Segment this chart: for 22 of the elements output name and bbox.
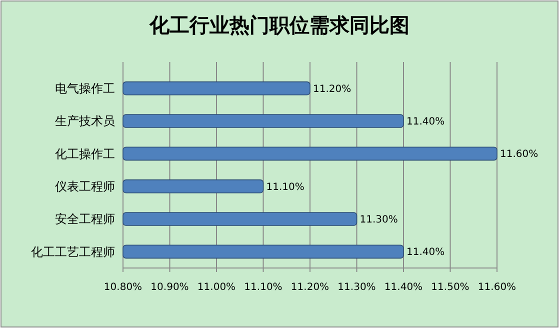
y-tick-label: 电气操作工 — [55, 82, 115, 96]
y-tick-label: 化工工艺工程师 — [31, 244, 115, 259]
data-label: 11.30% — [360, 214, 398, 226]
x-tick-label: 11.30% — [338, 282, 376, 293]
x-tick-label: 11.00% — [197, 282, 236, 293]
y-tick-label: 仪表工程师 — [55, 180, 115, 194]
y-tick-label: 化工操作工 — [55, 146, 115, 161]
x-tick-label: 11.50% — [431, 282, 470, 293]
x-tick-label: 10.80% — [104, 282, 142, 293]
y-tick-label: 安全工程师 — [55, 212, 115, 226]
y-tick-label: 生产技术员 — [55, 114, 115, 128]
chart-title: 化工行业热门职位需求同比图 — [148, 13, 410, 37]
x-tick-label: 11.60% — [478, 282, 516, 293]
data-label: 11.60% — [500, 149, 538, 160]
x-tick-label: 11.10% — [244, 282, 282, 293]
x-tick-label: 11.40% — [384, 282, 423, 293]
data-label: 11.40% — [406, 116, 445, 128]
data-label: 11.20% — [313, 84, 352, 95]
x-tick-label: 10.90% — [150, 282, 189, 293]
data-label: 11.40% — [406, 247, 445, 258]
x-tick-label: 11.20% — [290, 282, 330, 293]
data-label: 11.10% — [266, 182, 304, 193]
